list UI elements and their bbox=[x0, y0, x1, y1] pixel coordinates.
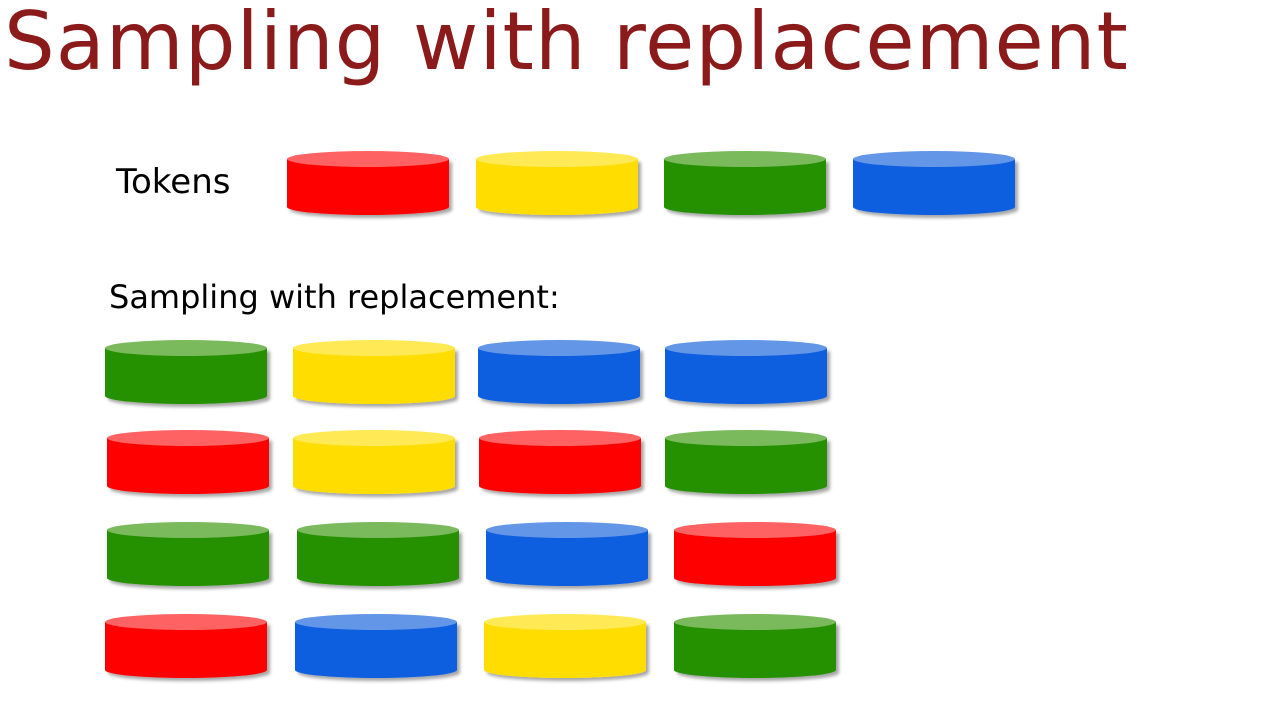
token-disc-blue bbox=[853, 151, 1015, 215]
slide-title: Sampling with replacement bbox=[4, 0, 1129, 88]
sample-disc-red bbox=[479, 430, 641, 494]
token-disc-red bbox=[287, 151, 449, 215]
sample-disc-yellow bbox=[484, 614, 646, 678]
sample-disc-green bbox=[107, 522, 269, 586]
tokens-label: Tokens bbox=[116, 162, 231, 202]
sample-disc-green bbox=[105, 340, 267, 404]
sample-disc-red bbox=[107, 430, 269, 494]
sample-disc-blue bbox=[486, 522, 648, 586]
token-disc-yellow bbox=[476, 151, 638, 215]
sample-disc-yellow bbox=[293, 430, 455, 494]
sample-disc-green bbox=[665, 430, 827, 494]
sample-disc-green bbox=[297, 522, 459, 586]
token-disc-green bbox=[664, 151, 826, 215]
sample-disc-red bbox=[105, 614, 267, 678]
sampling-label: Sampling with replacement: bbox=[109, 278, 560, 316]
sample-disc-red bbox=[674, 522, 836, 586]
sample-disc-blue bbox=[665, 340, 827, 404]
sample-disc-blue bbox=[295, 614, 457, 678]
sample-disc-yellow bbox=[293, 340, 455, 404]
sample-disc-green bbox=[674, 614, 836, 678]
sample-disc-blue bbox=[478, 340, 640, 404]
